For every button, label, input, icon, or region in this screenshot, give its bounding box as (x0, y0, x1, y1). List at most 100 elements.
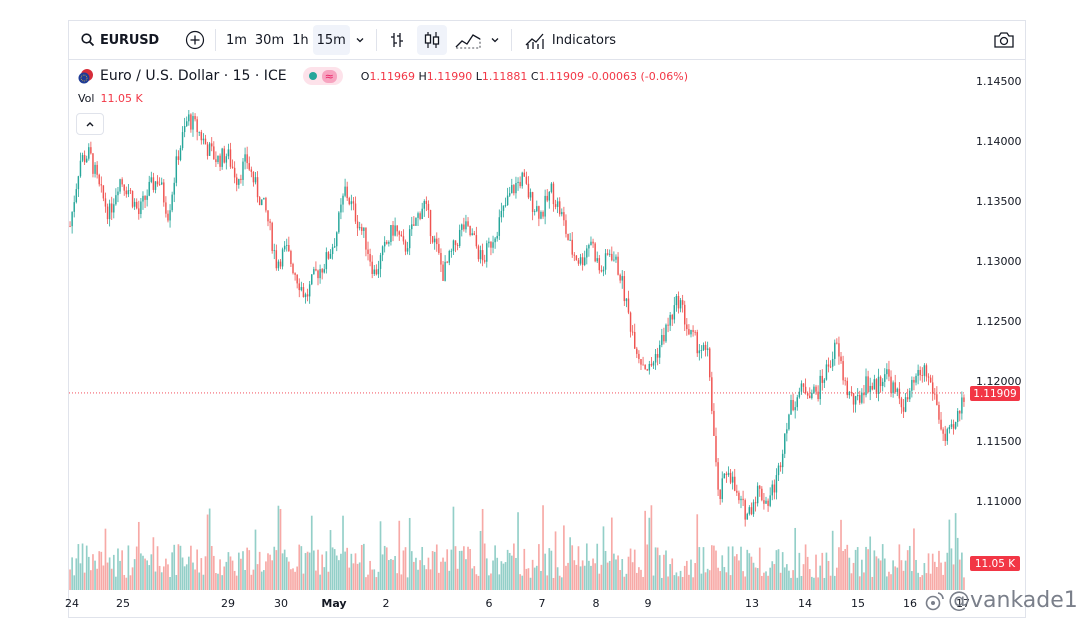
candle-body (909, 390, 911, 400)
candle-body (819, 375, 821, 400)
volume-bar (917, 572, 919, 590)
candle-body (959, 410, 961, 414)
symbol-search[interactable]: EURUSD (81, 33, 159, 48)
volume-bar (460, 550, 463, 590)
candle-body (556, 201, 559, 207)
volume-bar (542, 505, 544, 590)
interval-dropdown-button[interactable] (350, 25, 370, 55)
volume-bar (206, 514, 209, 590)
candle-body (619, 274, 621, 281)
candle-body (146, 195, 148, 200)
candle-body (473, 233, 476, 236)
eu-us-flag-icon (78, 69, 93, 84)
volume-bar (610, 517, 613, 590)
candle-body (623, 276, 626, 302)
candle-body (729, 472, 732, 483)
volume-bar (748, 553, 751, 590)
candle-body (654, 354, 657, 363)
snapshot-button[interactable] (989, 25, 1019, 55)
candle-body (854, 396, 857, 405)
candle-body (840, 356, 842, 362)
candles-style-button[interactable] (416, 25, 447, 55)
volume-bar (112, 554, 115, 590)
candle-body (338, 212, 340, 233)
candle-body (217, 155, 219, 163)
volume-bar (733, 556, 736, 590)
collapse-legend-button[interactable] (76, 113, 104, 135)
interval-15m-button[interactable]: 15m (312, 25, 350, 55)
candle-body (375, 269, 378, 275)
interval-1h-button[interactable]: 1h (292, 32, 309, 48)
volume-bar (467, 546, 469, 590)
candle-body (129, 190, 132, 192)
volume-bar (683, 565, 686, 590)
volume-bar (152, 537, 155, 590)
candle-body (221, 148, 223, 167)
candle-body (302, 287, 305, 298)
open-label: O (360, 69, 370, 83)
candle-body (546, 195, 548, 201)
volume-bar (815, 554, 817, 590)
candle-body (390, 225, 392, 242)
chevron-up-icon (86, 122, 94, 127)
volume-bar (573, 560, 576, 590)
volume-bar (331, 547, 334, 590)
candle-body (877, 376, 880, 394)
volume-label: Vol (78, 92, 95, 105)
volume-value: 11.05 K (100, 92, 143, 105)
candle-body (471, 233, 473, 236)
candle-body (665, 324, 667, 342)
volume-bar (231, 560, 234, 590)
compare-add-button[interactable] (181, 25, 209, 55)
interval-1m-button[interactable]: 1m (225, 32, 247, 48)
candle-body (465, 221, 467, 230)
volume-bar (285, 557, 288, 590)
candle-body (800, 383, 803, 392)
candle-body (148, 181, 150, 196)
candle-body (311, 274, 313, 285)
volume-bar (725, 572, 728, 590)
candle-body (627, 298, 630, 313)
candle-body (350, 201, 353, 205)
indicators-button[interactable]: Indicators (520, 25, 620, 55)
candle-body (90, 147, 92, 154)
candle-body (596, 258, 598, 262)
candle-body (348, 198, 350, 205)
market-status-badge[interactable]: ≈ (302, 67, 343, 85)
candle-body (431, 236, 434, 243)
volume-bar (423, 565, 426, 590)
candle-body (961, 397, 963, 414)
volume-bar (613, 553, 615, 590)
volume-bar (792, 570, 794, 590)
candle-body (504, 205, 507, 206)
area-style-button[interactable] (451, 25, 485, 55)
volume-bar (886, 576, 888, 590)
candle-body (886, 369, 888, 375)
volume-bar (388, 560, 390, 590)
candle-body (542, 211, 544, 217)
interval-30m-button[interactable]: 30m (254, 32, 285, 48)
volume-bar (827, 560, 830, 590)
volume-bar (852, 562, 855, 590)
chart-style-dropdown-button[interactable] (485, 25, 505, 55)
candle-body (171, 194, 173, 211)
volume-bar (233, 570, 236, 590)
volume-bar (131, 567, 134, 590)
volume-bar (631, 562, 634, 590)
volume-bar (431, 551, 434, 590)
volume-bar (165, 558, 167, 590)
candle-body (923, 365, 926, 376)
volume-bar (450, 549, 453, 590)
symbol-title[interactable]: Euro / U.S. Dollar · 15 · ICE (100, 68, 287, 84)
change-value: -0.00063 (-0.06%) (587, 69, 689, 83)
volume-bar (567, 562, 569, 590)
candle-body (802, 383, 805, 387)
volume-bar (769, 567, 772, 590)
candle-body (794, 407, 796, 411)
bar-style-button[interactable] (383, 25, 411, 55)
candle-body (127, 190, 130, 195)
volume-bar (348, 567, 351, 590)
volume-bar (177, 544, 180, 590)
candle-body (252, 171, 255, 183)
